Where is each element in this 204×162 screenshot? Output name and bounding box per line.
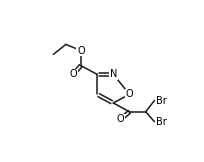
Text: O: O — [77, 46, 85, 56]
Text: Br: Br — [156, 117, 166, 127]
Text: Br: Br — [156, 96, 166, 105]
Text: O: O — [117, 114, 125, 124]
Text: O: O — [126, 89, 133, 99]
Text: O: O — [70, 69, 77, 79]
Text: N: N — [110, 69, 117, 79]
